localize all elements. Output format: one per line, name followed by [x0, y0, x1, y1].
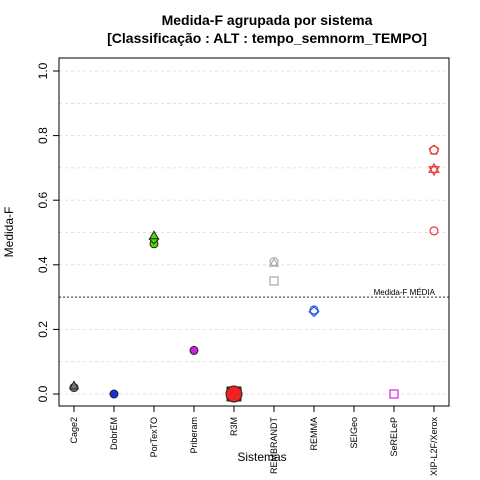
data-point-circle — [189, 345, 199, 355]
data-point-triangle — [148, 230, 160, 240]
data-point-square — [389, 389, 399, 399]
x-tick-label: SeRELeP — [389, 417, 399, 457]
x-tick-label: XIP-L2F/Xerox — [429, 417, 439, 477]
grid — [59, 70, 449, 395]
y-tick-label: 0.0 — [36, 385, 50, 402]
y-tick-label: 0.8 — [36, 127, 50, 144]
y-axis-label: Medida-F — [2, 207, 16, 258]
x-tick-label: R3M — [229, 417, 239, 436]
x-tick-label: Cage2 — [69, 417, 79, 444]
data-point-circle — [225, 385, 243, 403]
x-tick-label: Priberam — [189, 417, 199, 454]
x-tick-label: SEIGeo — [349, 417, 359, 449]
data-point-triangle — [68, 380, 80, 390]
chart-title-line-2: [Classificação : ALT : tempo_semnorm_TEM… — [107, 30, 427, 46]
data-point-pentagon — [428, 144, 440, 155]
data-point-square — [269, 276, 279, 286]
x-tick-label: REMBRANDT — [269, 417, 279, 475]
data-point-triangle — [268, 257, 280, 267]
data-point-star — [428, 166, 440, 177]
reference-line-label: Medida-F MÉDIA — [374, 288, 436, 297]
x-tick-label: REMMA — [309, 417, 319, 451]
data-point-circle — [429, 226, 439, 236]
chart-title-line-1: Medida-F agrupada por sistema — [162, 12, 373, 28]
x-axis: Cage2 DobrEM PorTexTO Priberam R3M REMBRANDT R… — [69, 406, 439, 476]
y-tick-label: 1.0 — [36, 62, 50, 79]
x-axis-label: Sistemas — [237, 450, 286, 464]
data-points — [68, 144, 440, 403]
plot-frame — [58, 57, 450, 407]
x-tick-label: PorTexTO — [149, 417, 159, 457]
data-point-star — [428, 162, 440, 173]
y-axis: 0.0 0.2 0.4 0.6 0.8 1.0 — [36, 62, 59, 402]
data-point-diamond — [308, 305, 320, 318]
y-tick-label: 0.4 — [36, 256, 50, 273]
data-point-circle — [109, 389, 119, 399]
x-tick-label: DobrEM — [109, 417, 119, 450]
y-tick-label: 0.2 — [36, 321, 50, 338]
y-tick-label: 0.6 — [36, 192, 50, 209]
